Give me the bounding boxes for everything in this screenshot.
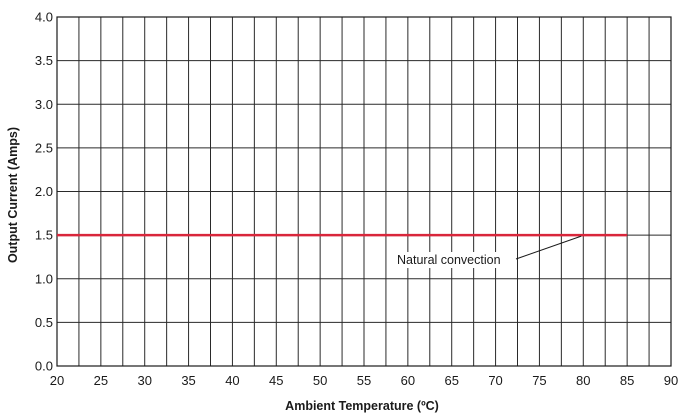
x-tick-labels: 20 25 30 35 40 45 50 55 60 65 70 75 80 85 90 <box>50 373 678 388</box>
annotation-leader-line <box>515 235 582 260</box>
x-tick-label: 40 <box>225 373 239 388</box>
y-tick-labels: 0.0 0.5 1.0 1.5 2.0 2.5 3.0 3.5 4.0 <box>35 10 53 374</box>
x-tick-label: 20 <box>50 373 64 388</box>
annotation-group: Natural convection <box>395 235 582 268</box>
x-axis-title: Ambient Temperature (ºC) <box>285 399 439 413</box>
x-tick-label: 35 <box>181 373 195 388</box>
y-axis-title: Output Current (Amps) <box>6 127 20 263</box>
plot-frame <box>56 16 672 367</box>
x-tick-label: 30 <box>137 373 151 388</box>
x-tick-label: 45 <box>269 373 283 388</box>
x-tick-label: 85 <box>620 373 634 388</box>
y-tick-label: 1.0 <box>35 271 53 286</box>
x-tick-label: 55 <box>357 373 371 388</box>
x-tick-label: 65 <box>444 373 458 388</box>
y-tick-label: 2.5 <box>35 140 53 155</box>
x-tick-label: 60 <box>401 373 415 388</box>
y-tick-label: 3.0 <box>35 97 53 112</box>
x-tick-label: 50 <box>313 373 327 388</box>
grid <box>56 16 672 367</box>
x-tick-label: 75 <box>532 373 546 388</box>
x-tick-label: 80 <box>576 373 590 388</box>
annotation-background <box>395 252 503 268</box>
x-tick-label: 90 <box>664 373 678 388</box>
annotation-label: Natural convection <box>397 253 501 267</box>
y-tick-label: 2.0 <box>35 184 53 199</box>
x-tick-label: 70 <box>488 373 502 388</box>
x-tick-label: 25 <box>94 373 108 388</box>
y-tick-label: 3.5 <box>35 53 53 68</box>
y-tick-label: 0.0 <box>35 359 53 374</box>
y-tick-label: 4.0 <box>35 10 53 25</box>
y-tick-label: 1.5 <box>35 228 53 243</box>
y-tick-label: 0.5 <box>35 315 53 330</box>
